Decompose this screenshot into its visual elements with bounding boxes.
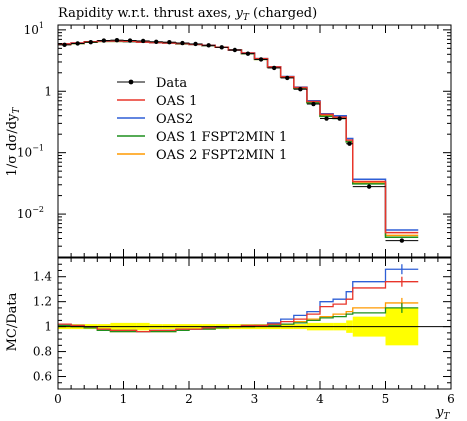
data-point (271, 65, 277, 71)
x-axis-label: yT (435, 405, 450, 421)
data-point (180, 40, 185, 46)
legend-label-oas1: OAS 1 (156, 94, 197, 109)
y-tick-label: 1 (44, 84, 52, 98)
data-point (88, 39, 93, 45)
data-point (75, 41, 80, 46)
legend-entry-oas1f: OAS 1 FSPT2MIN 1 (117, 130, 287, 145)
data-point (154, 39, 159, 44)
data-point (140, 38, 146, 44)
data-point (324, 116, 329, 121)
y-tick-label: 10−1 (17, 144, 44, 160)
y-tick-label: 10−2 (17, 205, 44, 221)
data-point (258, 57, 264, 62)
data-point (193, 41, 198, 47)
data-point (399, 238, 405, 243)
ratio-y-tick-label: 1 (44, 320, 52, 334)
x-tick-label: 3 (251, 392, 259, 406)
x-tick-label: 2 (185, 392, 193, 406)
ratio-y-tick-label: 0.8 (33, 345, 52, 359)
data-point (167, 39, 172, 45)
y-axis-label-ratio: MC/Data (5, 292, 20, 351)
x-tick-label: 0 (54, 392, 62, 406)
legend-label-oas1f: OAS 1 FSPT2MIN 1 (156, 130, 287, 145)
data-point (127, 38, 133, 43)
ratio-y-tick-label: 1.4 (33, 270, 52, 284)
ratio-y-tick-label: 0.6 (33, 370, 52, 384)
x-tick-label: 5 (382, 392, 390, 406)
data-point (298, 87, 303, 92)
data-point (366, 184, 372, 189)
x-tick-label: 6 (447, 392, 455, 406)
data-point (285, 75, 290, 81)
y-axis-label-main: 1/σ dσ/dyT (5, 107, 22, 177)
data-point (219, 45, 224, 50)
legend-entry-data: Data (117, 76, 187, 91)
data-point (62, 42, 67, 48)
plot-title: Rapidity w.r.t. thrust axes, yT (charged… (58, 6, 317, 23)
legend-label-oas2: OAS2 (156, 112, 193, 127)
ratio-panel: 0.6 0.8 1 1.2 1.4 0 1 2 3 4 5 6 (33, 257, 455, 406)
ratio-y-tick-label: 1.2 (33, 295, 52, 309)
data-point (245, 51, 251, 56)
legend-entry-oas2: OAS2 (117, 112, 193, 127)
x-tick-label: 4 (316, 392, 324, 406)
data-point (114, 37, 120, 43)
legend-marker-data (128, 79, 134, 85)
main-panel: 101 1 10−1 10−2 (17, 21, 452, 258)
legend-label-oas2f: OAS 2 FSPT2MIN 1 (156, 148, 287, 163)
data-point (206, 43, 211, 48)
data-point (311, 101, 316, 107)
legend-entry-oas1: OAS 1 (117, 94, 197, 109)
data-point (337, 116, 342, 121)
legend-entry-oas2f: OAS 2 FSPT2MIN 1 (117, 148, 287, 163)
y-tick-label: 101 (24, 21, 44, 37)
data-point (101, 38, 107, 43)
x-tick-label: 1 (120, 392, 128, 406)
data-point (347, 141, 352, 146)
legend: Data OAS 1 OAS2 OAS 1 FSPT2MIN 1 OAS 2 FSPT2… (117, 76, 287, 163)
legend-label-data: Data (156, 76, 187, 91)
data-point (232, 47, 238, 53)
